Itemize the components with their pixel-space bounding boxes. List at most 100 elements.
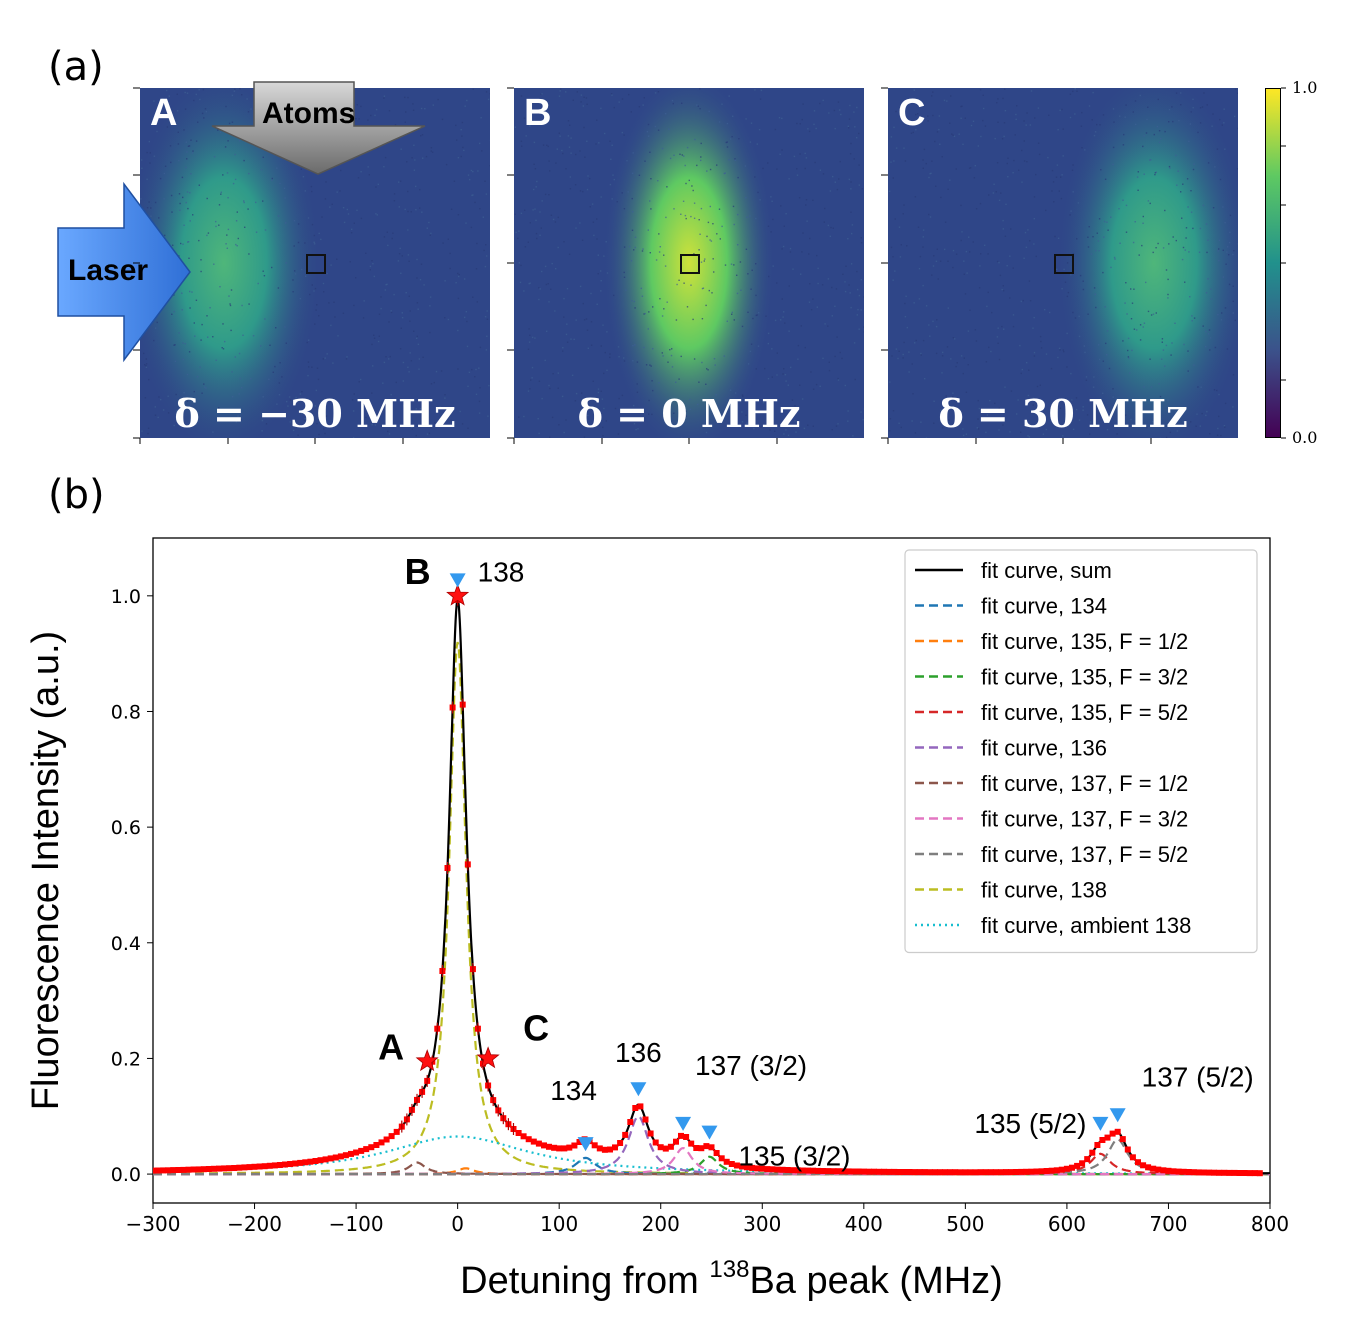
- image-letter-b: B: [524, 92, 552, 134]
- data-point: [1150, 1165, 1157, 1172]
- data-point: [739, 1163, 745, 1170]
- peak-marker-134: [577, 1137, 594, 1152]
- x-tick-label: 200: [642, 1212, 680, 1236]
- data-point: [881, 1168, 888, 1175]
- data-point: [952, 1169, 959, 1176]
- data-point: [957, 1169, 964, 1176]
- data-point: [830, 1168, 837, 1175]
- fit-curve-137-F-5-2: [153, 1138, 1270, 1176]
- data-point: [1246, 1170, 1253, 1177]
- data-point: [632, 1105, 639, 1111]
- data-point: [1058, 1166, 1065, 1173]
- data-point: [185, 1166, 192, 1173]
- data-point: [312, 1158, 319, 1164]
- data-point: [1018, 1168, 1025, 1175]
- data-point: [1124, 1146, 1131, 1153]
- data-point: [1129, 1154, 1136, 1161]
- data-point: [591, 1142, 598, 1149]
- data-point: [1145, 1164, 1152, 1171]
- region-box-c: [1054, 254, 1074, 274]
- data-point: [1236, 1170, 1243, 1176]
- data-point: [733, 1162, 740, 1169]
- data-point: [1089, 1149, 1096, 1156]
- data-point: [820, 1168, 827, 1174]
- data-point: [317, 1157, 324, 1164]
- detuning-label-a: δ = −30 MHz: [174, 391, 456, 436]
- data-point: [982, 1169, 989, 1176]
- peak-label-136: 136: [615, 1037, 662, 1068]
- data-point: [1241, 1170, 1248, 1176]
- data-point: [393, 1128, 400, 1135]
- data-point: [652, 1139, 659, 1146]
- data-point: [774, 1166, 781, 1173]
- data-point: [931, 1169, 938, 1176]
- data-point: [855, 1168, 862, 1175]
- data-point: [175, 1167, 182, 1173]
- data-point: [155, 1167, 162, 1174]
- data-point: [1048, 1167, 1055, 1174]
- x-tick-label: 600: [1048, 1212, 1086, 1236]
- data-point: [764, 1166, 771, 1173]
- data-point: [1190, 1169, 1197, 1176]
- data-point: [627, 1119, 634, 1125]
- data-point: [637, 1103, 644, 1110]
- legend-label: fit curve, 136: [981, 736, 1107, 761]
- legend-label: fit curve, 135, F = 5/2: [981, 700, 1188, 725]
- data-point: [221, 1165, 228, 1172]
- y-tick-label: 0.4: [111, 933, 141, 955]
- fluorescence-image-c-canvas: [888, 88, 1238, 438]
- panel-label-b: (b): [48, 472, 105, 518]
- data-point: [1028, 1168, 1035, 1175]
- data-point: [678, 1132, 684, 1139]
- data-point: [1256, 1170, 1263, 1177]
- x-tick-label: 500: [946, 1212, 984, 1236]
- x-tick-label: −300: [126, 1212, 181, 1236]
- image-letter-a: A: [150, 92, 178, 134]
- data-point: [835, 1168, 842, 1175]
- data-point: [617, 1140, 624, 1146]
- fluorescence-image-c: C δ = 30 MHz: [888, 88, 1238, 438]
- data-point: [1053, 1167, 1060, 1174]
- data-point: [1140, 1162, 1147, 1169]
- x-tick-label: −100: [329, 1212, 384, 1236]
- data-point: [256, 1163, 263, 1170]
- x-tick-label: 0: [451, 1212, 464, 1236]
- data-point: [657, 1144, 664, 1151]
- data-point: [845, 1168, 852, 1175]
- data-point: [703, 1143, 710, 1150]
- data-point: [1038, 1168, 1045, 1175]
- colorbar: [1265, 88, 1281, 438]
- data-point: [205, 1166, 212, 1172]
- spectrum-chart: −300 −200 −100 0 100 200 300 400 500 600 700 800 0.0…: [25, 537, 1289, 1302]
- data-point: [947, 1169, 954, 1176]
- peak-marker-137-3-2-: [675, 1116, 692, 1131]
- data-point: [363, 1146, 370, 1153]
- data-point: [1033, 1168, 1040, 1175]
- data-point: [556, 1145, 563, 1152]
- data-point: [378, 1139, 385, 1146]
- data-point: [596, 1145, 603, 1152]
- data-point: [901, 1169, 908, 1175]
- fluorescence-cloud: [140, 88, 319, 438]
- peak-marker-135-3-2-: [701, 1125, 718, 1140]
- peak-marker-138: [449, 573, 466, 588]
- data-point: [241, 1164, 248, 1171]
- data-point: [388, 1133, 395, 1140]
- data-point: [1135, 1159, 1141, 1166]
- data-point: [1221, 1169, 1228, 1176]
- data-point: [231, 1165, 238, 1171]
- colorbar-min-label: 0.0: [1292, 428, 1318, 447]
- data-point: [1165, 1167, 1172, 1174]
- peak-label-134: 134: [550, 1075, 597, 1106]
- data-point: [972, 1169, 979, 1176]
- data-point: [261, 1163, 268, 1170]
- peak-label-137-5-2-: 137 (5/2): [1142, 1061, 1254, 1092]
- data-point: [1079, 1160, 1086, 1167]
- data-point: [226, 1165, 233, 1172]
- data-point: [342, 1152, 349, 1159]
- data-point: [667, 1143, 674, 1150]
- data-point: [728, 1161, 735, 1167]
- data-point: [1109, 1130, 1116, 1137]
- data-point: [794, 1167, 801, 1174]
- x-tick-label: 100: [540, 1212, 578, 1236]
